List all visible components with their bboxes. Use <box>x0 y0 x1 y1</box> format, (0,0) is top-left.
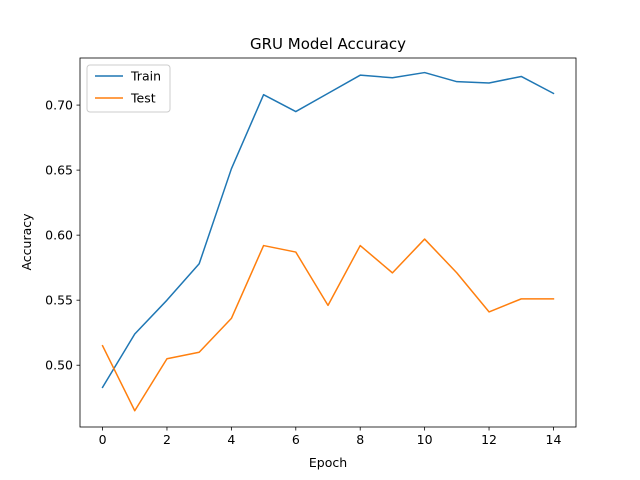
y-axis-title: Accuracy <box>19 213 34 271</box>
x-tick-label: 8 <box>356 432 364 447</box>
chart-title: GRU Model Accuracy <box>250 35 406 53</box>
x-tick-label: 10 <box>417 432 433 447</box>
series-line-test <box>101 238 555 412</box>
y-tick-label: 0.50 <box>45 358 73 373</box>
x-tick-label: 4 <box>227 432 235 447</box>
x-tick-label: 14 <box>546 432 562 447</box>
legend-label-train: Train <box>130 69 161 84</box>
y-tick-label: 0.65 <box>45 163 73 178</box>
x-axis-title: Epoch <box>309 455 347 470</box>
legend: Train Test <box>86 64 171 113</box>
y-tick-label: 0.60 <box>45 228 73 243</box>
y-tick-label: 0.55 <box>45 293 73 308</box>
x-tick-label: 0 <box>99 432 107 447</box>
y-tick-label: 0.70 <box>45 98 73 113</box>
series-line-train <box>101 71 555 389</box>
legend-label-test: Test <box>130 91 156 106</box>
x-tick-label: 12 <box>481 432 497 447</box>
plot-area: 0 2 4 6 8 10 12 14 0.50 0.55 0.60 0.65 0.70 <box>45 57 577 447</box>
plot-frame <box>79 57 577 428</box>
x-tick-label: 2 <box>163 432 171 447</box>
x-tick-label: 6 <box>292 432 300 447</box>
